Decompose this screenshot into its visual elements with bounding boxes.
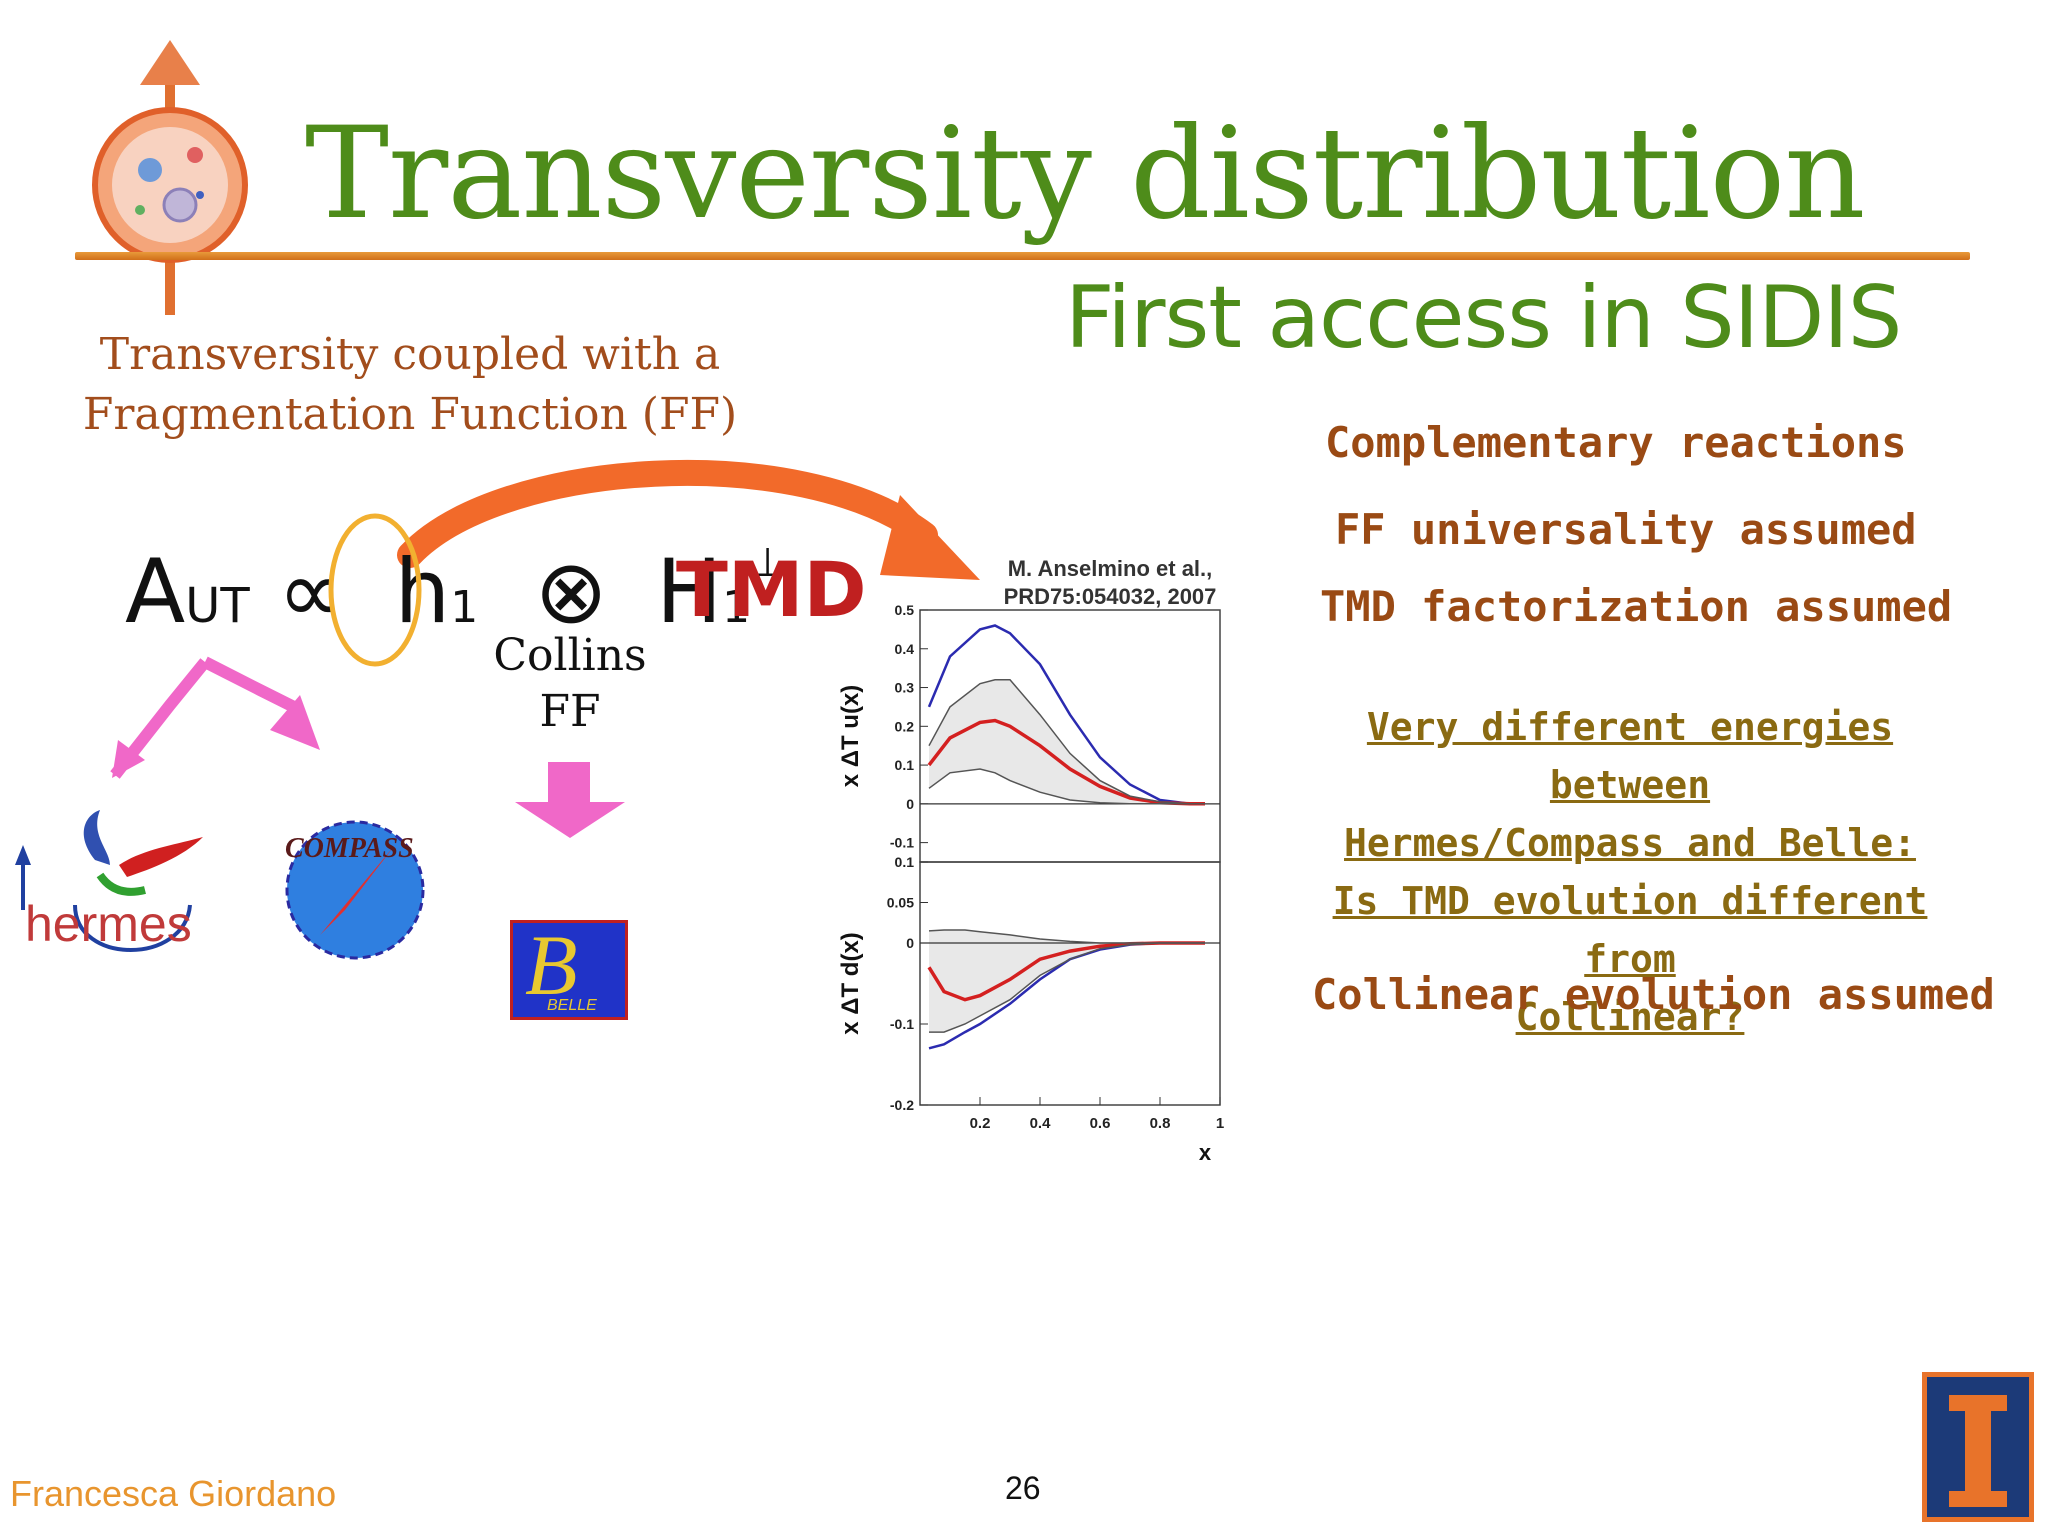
x-axis-label: x	[1199, 1140, 1212, 1165]
formula-h-sub: 1	[450, 582, 479, 633]
top-panel-ytick-label: -0.1	[890, 835, 914, 851]
question-line: Hermes/Compass and Belle:	[1344, 821, 1916, 865]
top-panel-band	[929, 679, 1205, 804]
curved-arrow	[397, 459, 980, 580]
x-tick-label: 1	[1216, 1115, 1224, 1132]
bottom-panel-band	[929, 930, 1205, 1033]
tmd-label: TMD	[676, 545, 867, 634]
x-tick-label: 0.6	[1090, 1115, 1111, 1132]
intro-text: Transversity coupled with a Fragmentatio…	[30, 325, 790, 445]
formula-H-sup: ⊥	[750, 540, 785, 586]
closing-item: Collinear evolution assumed	[1312, 970, 1995, 1019]
compass-logo: COMPASS	[285, 815, 435, 965]
pink-split-arrow	[110, 656, 320, 779]
belle-logo-text: BELLE	[547, 997, 597, 1014]
top-panel-ylabel: x ΔT u(x)	[837, 685, 864, 788]
hermes-logo-text: hermes	[25, 896, 192, 952]
right-item: TMD factorization assumed	[1320, 582, 1953, 631]
title-divider	[75, 252, 1970, 260]
author-name: Francesca Giordano	[10, 1473, 337, 1514]
question-line: Collinear?	[1515, 995, 1745, 1039]
bottom-panel-ylabel: x ΔT d(x)	[837, 932, 864, 1035]
collins-line: Collins	[493, 630, 647, 681]
reference-line: PRD75:054032, 2007	[1003, 584, 1217, 609]
formula-H: H	[655, 540, 723, 643]
formula-h: h	[394, 540, 451, 643]
chart-reference: M. Anselmino et al., PRD75:054032, 2007	[990, 555, 1230, 611]
top-panel-ytick-label: 0.4	[895, 641, 915, 657]
bottom-panel-ytick-label: 0	[906, 935, 914, 951]
proton-spin-logo	[92, 40, 248, 315]
x-tick-label: 0.8	[1150, 1115, 1171, 1132]
h1-highlight-ellipse	[328, 513, 422, 667]
university-logo	[1922, 1372, 2034, 1522]
compass-logo-text: COMPASS	[285, 833, 414, 864]
top-panel-ytick-label: 0.5	[895, 602, 915, 618]
slide-title: Transversity distribution	[305, 100, 1866, 247]
bottom-panel-series-3	[929, 942, 1205, 1033]
compass-needle-graphic	[285, 820, 425, 960]
top-panel-series-0	[927, 624, 1205, 806]
bottom-panel-ytick-label: 0.05	[887, 895, 914, 911]
top-panel-ytick-label: 0.2	[895, 718, 915, 734]
page-number: 26	[1005, 1470, 1041, 1506]
belle-logo: B BELLE	[510, 917, 628, 1020]
formula-a: A	[125, 540, 186, 643]
formula-H-sub: 1	[722, 582, 751, 633]
hermes-logo: hermes	[15, 805, 225, 955]
hermes-wings-graphic	[15, 810, 203, 952]
question-line: Is TMD evolution different from	[1332, 879, 1928, 981]
column-icon	[1949, 1395, 2007, 1507]
slide-subtitle: First access in SIDIS	[1065, 268, 1902, 368]
formula-ut: UT	[185, 578, 250, 634]
top-panel-ytick-label: 0.3	[895, 680, 915, 696]
formula-otimes: ⊗	[534, 540, 608, 643]
question-line: Very different energies between	[1366, 705, 1894, 807]
question-block: Very different energies between Hermes/C…	[1280, 698, 1980, 1046]
formula: AUT ∝ h1 ⊗ H1⊥	[125, 540, 785, 643]
transversity-chart: 0.5 0.4 0.3 0.2 0.1 0 -0.1 x ΔT u(x) 0.1 0.05 0 -0.…	[837, 602, 1224, 1165]
x-tick-label: 0.2	[970, 1115, 991, 1132]
top-panel-ytick-label: 0	[906, 796, 914, 812]
pink-down-arrow	[515, 762, 625, 838]
reference-line: M. Anselmino et al.,	[1007, 556, 1213, 581]
belle-b-glyph: B	[525, 917, 578, 1013]
bottom-panel-ytick-label: 0.1	[895, 854, 915, 870]
bottom-panel-frame	[919, 861, 1221, 1106]
intro-line: Fragmentation Function (FF)	[82, 389, 738, 440]
intro-line: Transversity coupled with a	[99, 329, 721, 380]
bottom-panel-ytick-label: -0.2	[890, 1097, 914, 1113]
top-panel-series-3	[928, 768, 1205, 805]
top-panel-series-2	[928, 679, 1205, 805]
bottom-panel-ytick-label: -0.1	[890, 1016, 914, 1032]
x-tick-label: 0.4	[1030, 1115, 1052, 1132]
collins-ff-label: Collins FF	[470, 628, 670, 740]
top-panel-ytick-label: 0.1	[895, 757, 915, 773]
right-item: Complementary reactions	[1325, 418, 1907, 467]
collins-line: FF	[539, 686, 601, 737]
right-item: FF universality assumed	[1335, 505, 1917, 554]
